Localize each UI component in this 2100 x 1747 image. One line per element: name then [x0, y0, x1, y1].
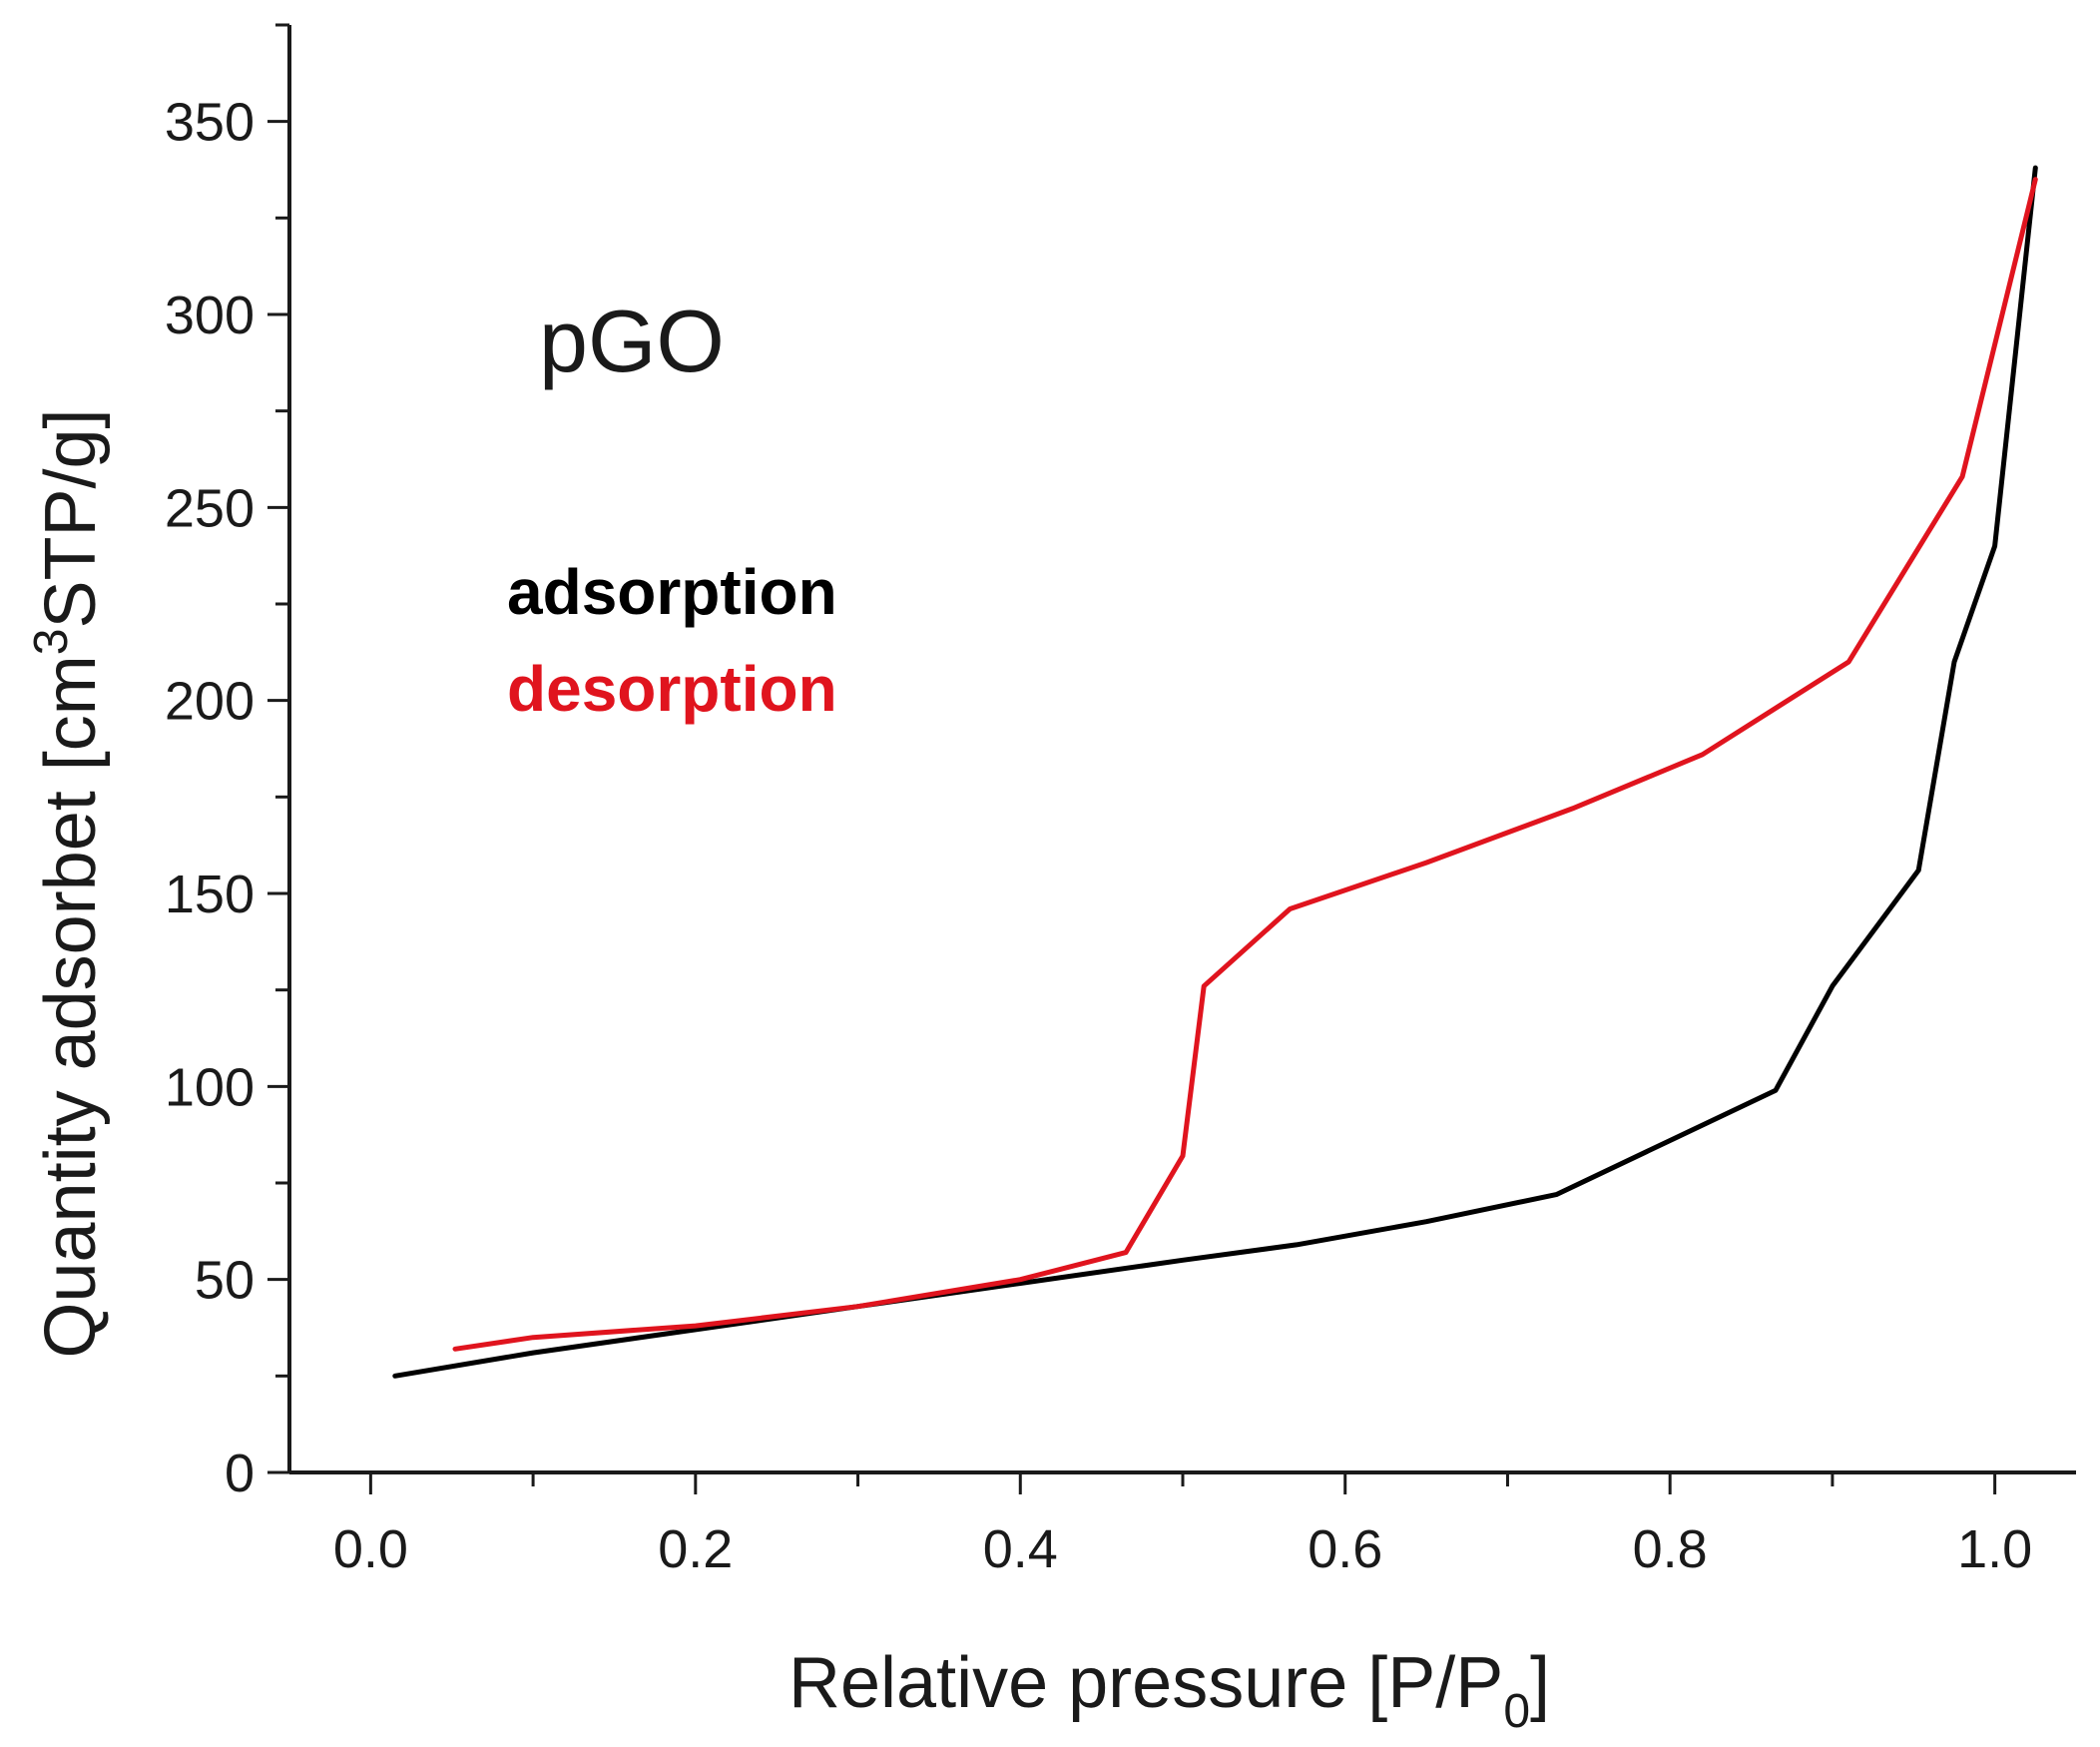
x-axis-title: Relative pressure [P/P0] — [788, 1643, 1550, 1738]
y-tick-label: 200 — [165, 672, 255, 732]
axes — [287, 25, 2076, 1474]
y-tick-label: 150 — [165, 865, 255, 924]
x-axis-title-suffix: ] — [1530, 1643, 1550, 1723]
x-tick-label: 0.2 — [658, 1519, 733, 1579]
y-tick-label: 300 — [165, 286, 255, 345]
y-tick-label: 100 — [165, 1057, 255, 1117]
x-axis-title-subscript: 0 — [1503, 1685, 1530, 1738]
x-tick-label: 0.0 — [333, 1519, 408, 1579]
legend-entry-desorption: desorption — [507, 653, 837, 725]
series-layer — [392, 165, 2038, 1379]
y-tick-label: 0 — [225, 1444, 255, 1503]
sample-annotation: pGO — [539, 291, 725, 390]
x-tick-label: 1.0 — [1957, 1519, 2032, 1579]
x-tick-label: 0.6 — [1308, 1519, 1382, 1579]
y-tick-label: 50 — [195, 1251, 255, 1311]
x-axis-title-main: Relative pressure [P/P — [788, 1643, 1503, 1723]
y-tick-label: 350 — [165, 93, 255, 153]
y-axis-title: Quantity adsorbet [cm3STP/g] — [25, 408, 111, 1358]
series-line-desorption — [452, 177, 2038, 1352]
y-axis-ticks: 0 50 100 150 200 250 300 350 — [165, 23, 289, 1503]
x-tick-label: 0.8 — [1633, 1519, 1708, 1579]
y-axis-title-superscript: 3 — [25, 629, 78, 656]
y-tick-label: 250 — [165, 478, 255, 538]
legend-entry-adsorption: adsorption — [507, 556, 837, 628]
y-axis-title-main: Quantity adsorbet [cm — [31, 655, 111, 1358]
x-tick-label: 0.4 — [983, 1519, 1058, 1579]
x-axis-ticks: 0.0 0.2 0.4 0.6 0.8 1.0 — [333, 1472, 2032, 1579]
y-axis-title-suffix: STP/g] — [31, 408, 111, 628]
